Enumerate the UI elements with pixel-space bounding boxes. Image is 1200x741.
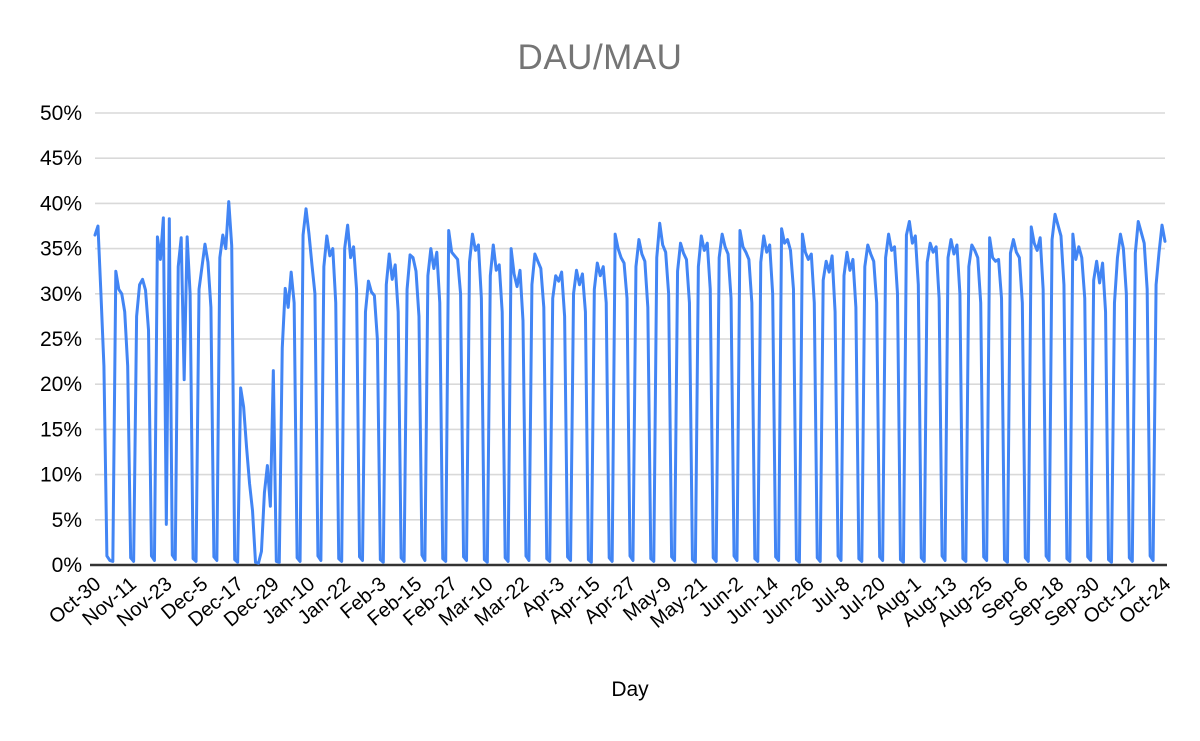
- y-tick-label: 45%: [40, 147, 82, 170]
- x-axis-title: Day: [611, 678, 649, 701]
- y-tick-label: 25%: [40, 328, 82, 351]
- y-tick-label: 20%: [40, 373, 82, 396]
- dau-mau-series-line: [93, 200, 1167, 565]
- y-tick-label: 35%: [40, 238, 82, 261]
- y-axis-labels: 0% 5% 10% 15% 20% 25% 30% 35% 40% 45% 50%: [40, 102, 82, 577]
- y-tick-label: 50%: [40, 102, 82, 125]
- y-tick-label: 30%: [40, 283, 82, 306]
- y-tick-label: 40%: [40, 192, 82, 215]
- chart-title: DAU/MAU: [517, 38, 683, 77]
- y-tick-label: 15%: [40, 418, 82, 441]
- y-tick-label: 10%: [40, 464, 82, 487]
- x-axis-labels: Oct-30Nov-11Nov-23Dec-5Dec-17Dec-29Jan-1…: [45, 573, 1175, 633]
- y-tick-label: 5%: [52, 509, 82, 532]
- y-tick-label: 0%: [52, 554, 82, 577]
